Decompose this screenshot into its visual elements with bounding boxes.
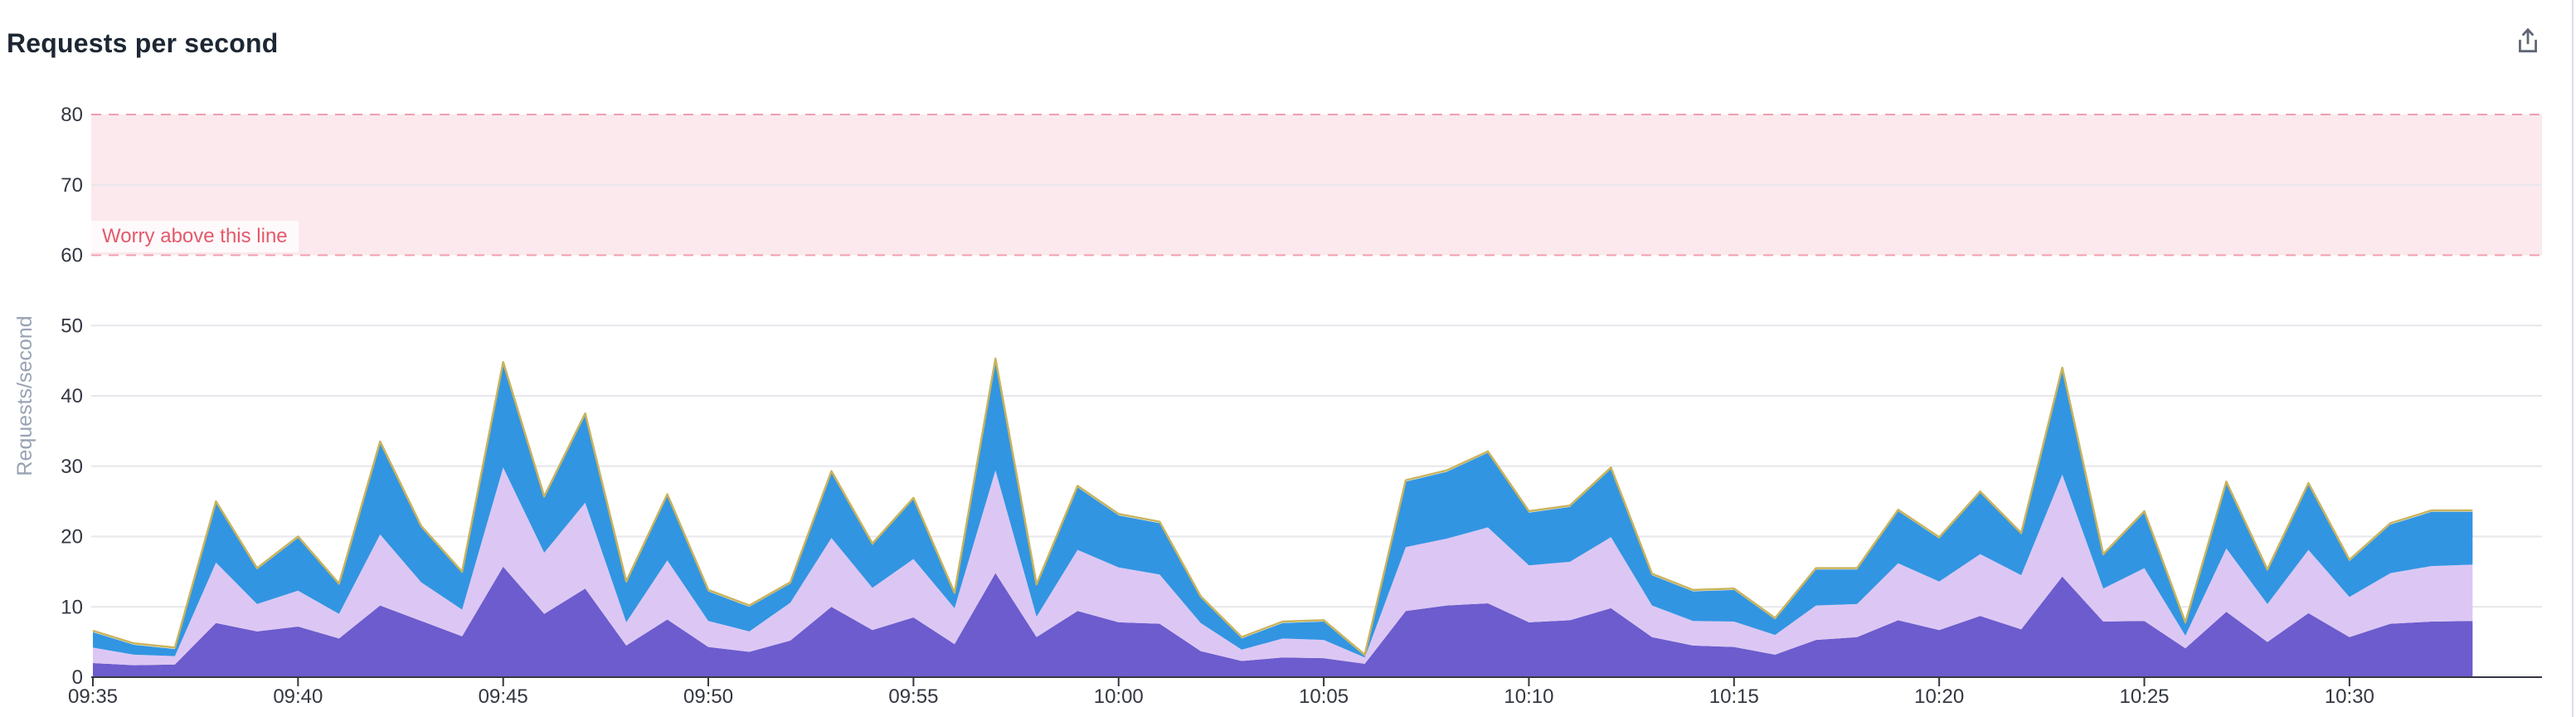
- x-tick-label-09:40: 09:40: [273, 685, 323, 708]
- x-tick-label-09:50: 09:50: [683, 685, 733, 708]
- area-middle-lavender: [93, 467, 2473, 666]
- x-tick-label-10:10: 10:10: [1504, 685, 1553, 708]
- y-tick-label-70: 70: [61, 174, 83, 197]
- x-tick-label-10:15: 10:15: [1709, 685, 1759, 708]
- y-tick-label-10: 10: [61, 596, 83, 618]
- threshold-annotation-label: Worry above this line: [91, 221, 299, 252]
- x-tick-label-09:45: 09:45: [479, 685, 528, 708]
- y-tick-label-80: 80: [61, 104, 83, 126]
- x-tick-label-10:30: 10:30: [2325, 685, 2374, 708]
- x-tick-label-09:55: 09:55: [888, 685, 938, 708]
- panel-divider: [2572, 0, 2574, 717]
- line-thin-yellow-top: [92, 357, 2473, 656]
- x-tick-label-10:20: 10:20: [1914, 685, 1964, 708]
- x-tick-label-09:35: 09:35: [68, 685, 118, 708]
- export-icon: [2519, 27, 2537, 53]
- y-axis-title: Requests/second: [13, 315, 36, 476]
- export-button[interactable]: [2506, 20, 2549, 63]
- y-tick-label-60: 60: [61, 245, 83, 267]
- x-tick-label-10:00: 10:00: [1094, 685, 1144, 708]
- page-title: Requests per second: [7, 28, 279, 58]
- x-tick-label-10:05: 10:05: [1299, 685, 1349, 708]
- y-tick-label-30: 30: [61, 456, 83, 478]
- y-tick-label-50: 50: [61, 315, 83, 337]
- y-tick-label-20: 20: [61, 526, 83, 549]
- y-tick-label-40: 40: [61, 385, 83, 407]
- x-tick-label-10:25: 10:25: [2119, 685, 2169, 708]
- area-top-blue: [93, 359, 2473, 658]
- y-tick-label-0: 0: [72, 666, 83, 689]
- area-bottom-purple: [93, 566, 2473, 677]
